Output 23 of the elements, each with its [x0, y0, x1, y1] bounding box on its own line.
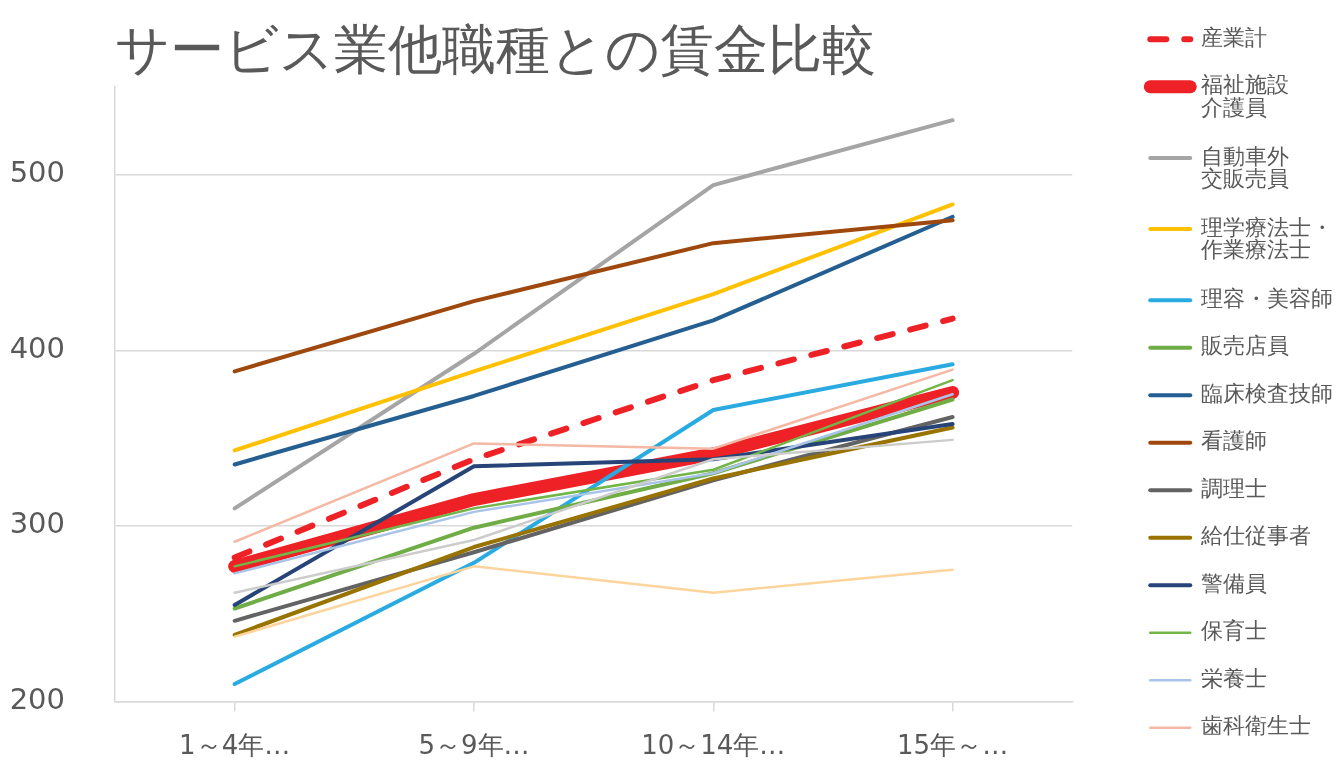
- legend-label: 販売店員: [1201, 333, 1289, 359]
- x-tick-label: 10～14年…: [641, 729, 786, 760]
- legend-label: 臨床検査技師: [1201, 380, 1333, 406]
- legend-label: 理学療法士・作業療法士: [1200, 214, 1333, 263]
- legend-label: 自動車外交販売員: [1201, 143, 1289, 192]
- y-tick-label: 400: [9, 330, 65, 365]
- legend-label: 産業計: [1201, 24, 1267, 50]
- legend-label: 看護師: [1201, 428, 1267, 454]
- chart-title: サービス業他職種との賃金比較: [115, 18, 876, 82]
- legend-label: 福祉施設介護員: [1201, 72, 1289, 120]
- x-tick-label: 1～4年…: [179, 729, 291, 760]
- legend-label: 理容・美容師: [1201, 285, 1333, 311]
- legend-label: 給仕従事者: [1200, 523, 1311, 549]
- legend-label: 保育士: [1201, 618, 1267, 644]
- y-tick-label: 500: [9, 155, 65, 190]
- legend-label: 栄養士: [1201, 665, 1267, 691]
- x-tick-label: 5～9年…: [418, 729, 530, 760]
- legend-label: 警備員: [1201, 570, 1267, 596]
- y-tick-label: 300: [9, 506, 65, 541]
- legend-label: 調理士: [1201, 475, 1267, 501]
- y-tick-label: 200: [9, 682, 65, 717]
- legend-label: 歯科衛生士: [1201, 713, 1311, 739]
- x-tick-label: 15年～…: [897, 729, 1009, 760]
